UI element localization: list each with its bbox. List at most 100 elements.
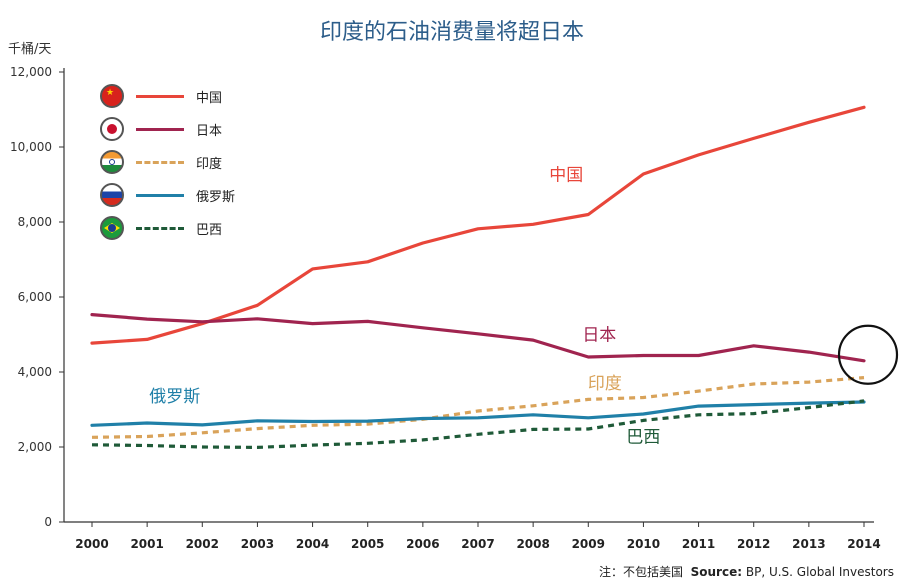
legend-line-russia [136,194,184,197]
data-point-japan [91,313,93,315]
data-point-japan [753,345,755,347]
data-point-brazil [311,444,313,446]
y-tick-label: 8,000 [18,215,52,229]
data-point-india [256,427,258,429]
data-point-japan [311,322,313,324]
data-point-japan [201,321,203,323]
x-tick-label: 2006 [406,537,439,551]
legend-line-china [136,95,184,98]
y-tick-label: 10,000 [10,140,52,154]
data-point-india [587,398,589,400]
series-line-russia [90,400,866,427]
data-point-india [697,390,699,392]
series-line-india [91,376,865,439]
data-point-india [146,435,148,437]
x-tick-label: 2012 [737,537,770,551]
data-point-india [642,396,644,398]
data-point-china [422,242,424,244]
data-point-russia [422,417,424,419]
data-point-russia [753,403,755,405]
x-tick-label: 2011 [682,537,715,551]
series-annotation-japan: 日本 [582,326,616,346]
legend-line-brazil [136,227,184,230]
data-point-china [146,338,148,340]
data-point-china [753,137,755,139]
data-point-china [863,106,865,108]
y-tick-label: 4,000 [18,365,52,379]
data-point-japan [146,318,148,320]
data-point-india [753,383,755,385]
legend-label-india: 印度 [196,157,223,172]
y-tick-label: 6,000 [18,290,52,304]
x-tick-label: 2004 [296,537,329,551]
series-line-japan [90,313,866,363]
data-point-russia [532,414,534,416]
japan-flag-icon [100,117,124,141]
legend-line-india [136,161,184,164]
data-point-india [532,405,534,407]
data-point-russia [146,422,148,424]
data-point-japan [477,333,479,335]
data-point-china [477,228,479,230]
series-annotation-russia: 俄罗斯 [149,387,200,407]
x-tick-label: 2010 [627,537,660,551]
data-point-brazil [753,412,755,414]
series-annotation-china: 中国 [549,165,583,185]
data-point-brazil [697,414,699,416]
x-tick-label: 2009 [572,537,605,551]
data-point-china [532,223,534,225]
data-point-india [863,376,865,378]
data-point-russia [256,420,258,422]
footnote: 注：不包括美国 Source: BP, U.S. Global Investor… [599,563,894,580]
legend-item-india: 印度 [100,150,260,178]
data-point-russia [477,417,479,419]
legend-item-brazil: 巴西 [100,216,260,244]
legend-item-russia: 俄罗斯 [100,183,260,211]
footnote-source: BP, U.S. Global Investors [745,565,894,579]
data-point-brazil [256,446,258,448]
y-axis-unit: 千桶/天 [8,42,52,57]
data-point-china [367,261,369,263]
china-flag-icon: ★ [100,84,124,108]
x-tick-label: 2008 [516,537,549,551]
x-tick-label: 2014 [847,537,880,551]
y-tick-label: 0 [44,515,52,529]
series-annotation-india: 印度 [588,374,622,394]
data-point-india [91,436,93,438]
data-point-brazil [422,439,424,441]
data-point-china [256,304,258,306]
x-tick-label: 2013 [792,537,825,551]
legend-item-china: ★ 中国 [100,84,260,112]
data-point-japan [808,351,810,353]
data-point-russia [311,420,313,422]
data-point-china [311,268,313,270]
x-tick-label: 2003 [241,537,274,551]
data-point-brazil [146,444,148,446]
legend-label-russia: 俄罗斯 [196,190,236,205]
data-point-japan [367,320,369,322]
x-tick-label: 2007 [461,537,494,551]
x-tick-label: 2001 [130,537,163,551]
legend-label-china: 中国 [196,91,223,106]
legend-item-japan: 日本 [100,117,260,145]
data-point-japan [256,318,258,320]
data-point-russia [367,420,369,422]
data-point-russia [91,424,93,426]
footnote-source-label: Source: [690,565,743,579]
data-point-china [808,121,810,123]
data-point-india [808,381,810,383]
footnote-note: 注：不包括美国 [598,565,683,579]
highlight-circle [837,324,899,385]
y-tick-label: 2,000 [18,440,52,454]
data-point-brazil [532,428,534,430]
x-tick-label: 2002 [186,537,219,551]
data-point-brazil [863,400,865,402]
data-point-china [697,154,699,156]
data-point-japan [642,354,644,356]
data-point-japan [697,354,699,356]
data-point-russia [587,417,589,419]
data-point-brazil [367,442,369,444]
data-point-russia [201,424,203,426]
data-point-brazil [587,428,589,430]
